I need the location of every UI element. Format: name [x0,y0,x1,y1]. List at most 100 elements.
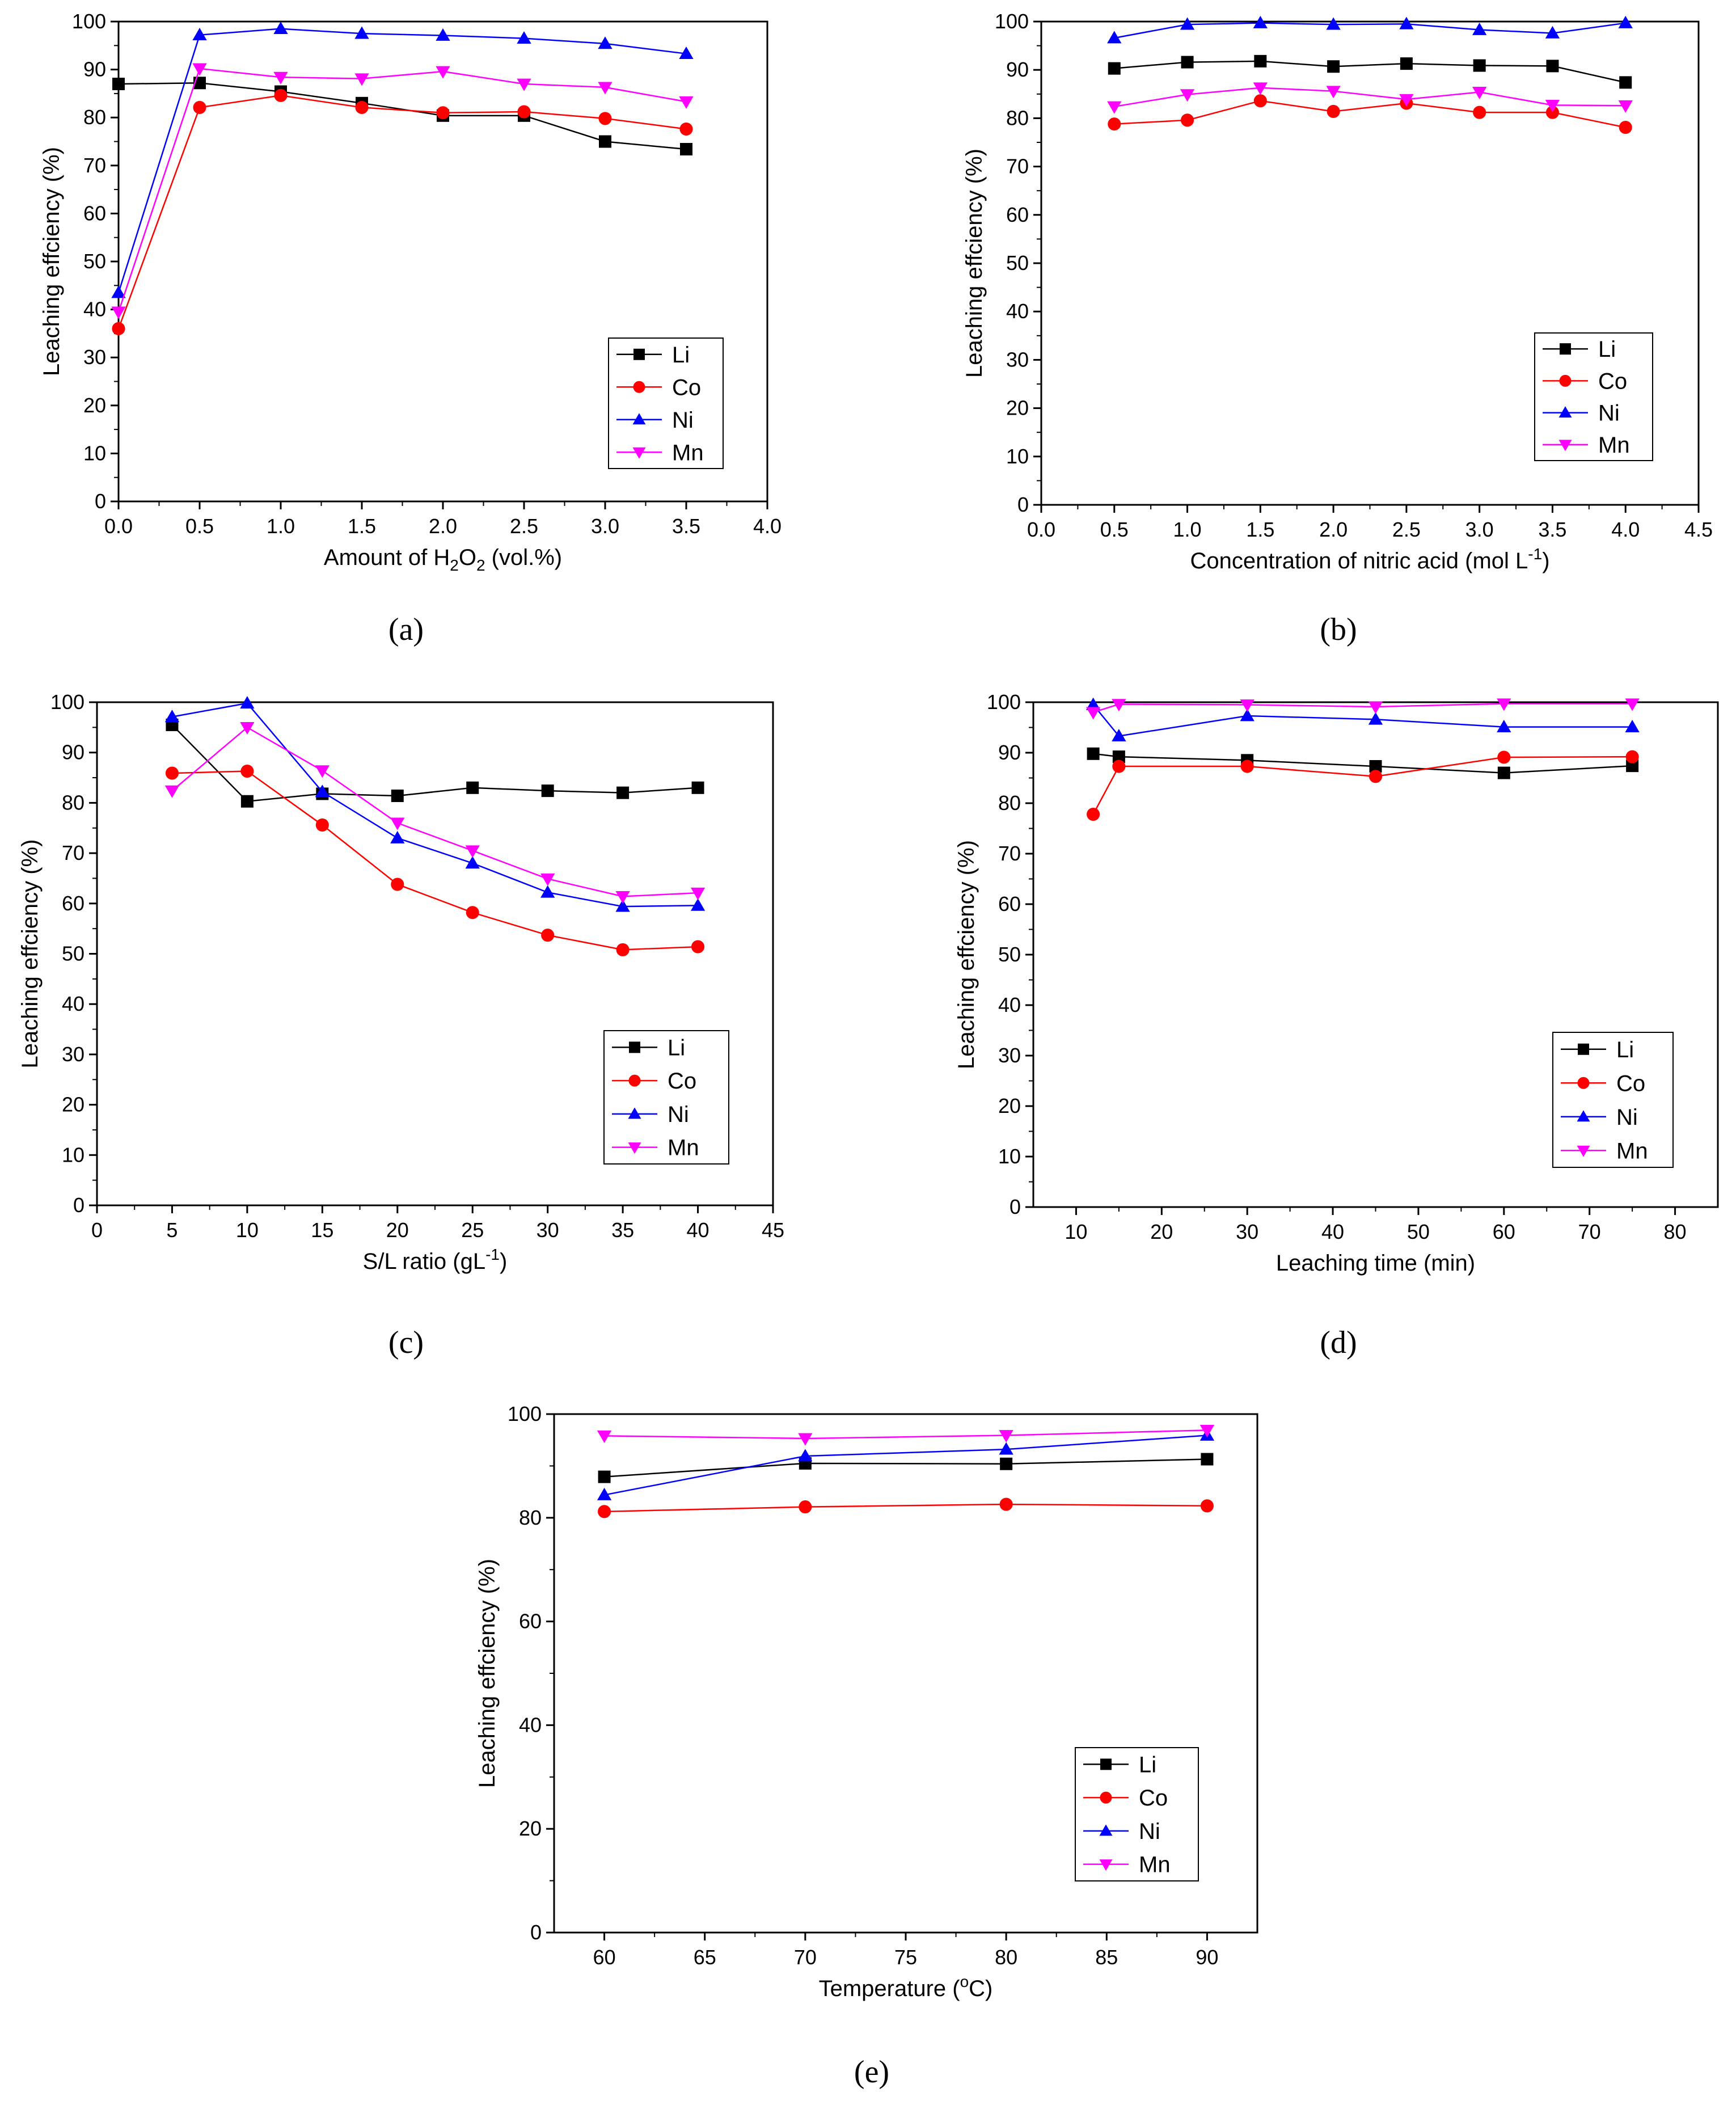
data-point-mn [164,785,180,798]
data-point-co [315,818,329,832]
y-axis-label: Leaching effciency (%) [475,1559,500,1788]
data-point-ni [1399,16,1414,29]
data-point-co [1473,106,1486,119]
x-tick-label: 10 [236,1218,259,1242]
data-point-li [1619,76,1632,89]
y-axis-label: Leaching effciency (%) [18,839,43,1069]
x-tick-label: 2.0 [429,514,457,538]
series-line-ni [604,1435,1207,1496]
y-tick-label: 90 [1006,58,1029,81]
legend-label: Ni [1139,1819,1160,1844]
series-co [112,88,693,335]
data-point-mn [1326,86,1341,99]
data-point-co [1108,117,1121,131]
series-co [598,1497,1214,1518]
y-tick-label: 20 [519,1817,542,1840]
series-line-mn [117,67,687,313]
x-tick-label: 85 [1095,1946,1118,1969]
data-point-co [1112,760,1126,773]
data-point-co [691,940,705,954]
data-point-co [1559,374,1572,387]
x-tick-label: 0.0 [1027,518,1055,541]
series-mn [1107,82,1633,114]
legend-box [1075,1747,1199,1881]
data-point-co [1327,104,1340,119]
series-mn [597,1424,1215,1446]
series-mn [164,722,706,904]
x-tick-label: 80 [1664,1220,1687,1243]
data-point-co [1368,770,1383,783]
y-tick-label: 80 [83,106,106,129]
legend-item-ni: Ni [616,408,694,433]
data-point-ni [598,36,613,49]
legend-item-co: Co [1561,1071,1645,1096]
y-tick-label: 40 [998,993,1021,1016]
x-tick-label: 80 [995,1946,1017,1969]
data-point-mn [1545,100,1560,113]
legend: Li Co Ni Mn [1075,1747,1199,1881]
x-tick-label: 0.0 [104,514,133,538]
data-point-li [633,348,645,360]
chart-d: 10 20 30 40 50 60 70 80 0 10 20 30 40 50 60 70 80 90 100 Le… [954,690,1719,1360]
series-line-co [172,770,698,951]
data-point-mn [1253,82,1268,95]
data-point-ni [240,696,255,709]
data-point-ni [1368,712,1383,725]
panel-caption: (d) [1320,1325,1357,1360]
x-axis-label-part: o [960,1973,969,1990]
legend-label: Co [1139,1786,1168,1811]
x-axis-label-part: Temperature ( [819,1976,961,2001]
data-point-ni [679,47,694,60]
data-point-ni [632,413,646,425]
data-point-co [165,766,179,780]
x-axis-label: S/L ratio (gL-1) [363,1246,508,1274]
x-tick-label: 2.0 [1319,518,1348,541]
legend-box [1534,332,1653,461]
x-tick-label: 50 [1407,1220,1430,1243]
data-point-mn [540,873,555,886]
y-tick-label: 100 [995,10,1029,33]
y-tick-label: 60 [83,201,106,225]
legend-label: Li [672,343,690,368]
y-tick-label: 0 [95,490,106,513]
data-point-li [112,77,125,90]
data-point-mn [192,63,207,76]
data-point-li [1626,760,1639,773]
legend: Li Co Ni Mn [603,1030,729,1165]
data-point-co [616,943,630,956]
series-mn [1085,698,1640,720]
data-point-mn [1199,1424,1215,1437]
data-point-mn [679,96,694,109]
legend-item-mn: Mn [612,1136,699,1161]
x-tick-label: 30 [1236,1220,1258,1243]
x-tick-label: 1.5 [348,514,376,538]
y-tick-label: 60 [62,892,85,915]
data-point-mn [1497,698,1511,711]
data-point-li [1181,56,1194,69]
data-point-li [1327,60,1340,73]
x-tick-label: 4.5 [1684,518,1713,541]
panel-caption: (b) [1320,612,1357,647]
legend-item-co: Co [616,375,701,400]
data-point-co [1181,113,1194,127]
x-tick-label: 40 [1321,1220,1344,1243]
series-line-li [1114,60,1626,83]
legend-item-li: Li [612,1035,685,1060]
data-point-ni [1112,728,1126,741]
data-point-li [1473,59,1486,72]
data-point-mn [1472,87,1487,100]
legend-item-ni: Ni [1561,1105,1638,1130]
x-tick-label: 70 [1578,1220,1601,1243]
x-tick-label: 15 [311,1218,333,1242]
x-axis-label-part: 2 [450,556,459,574]
y-tick-label: 90 [83,58,106,81]
series-ni [111,22,694,298]
series-ni [164,696,706,912]
chart-a: 0.0 0.5 1.0 1.5 2.0 2.5 3.0 3.5 4.0 0 10 20 30 40 50 60… [39,10,782,647]
series-line-co [604,1503,1207,1513]
legend-label: Mn [1598,433,1630,458]
y-tick-label: 0 [1017,493,1029,516]
data-point-co [1577,1077,1590,1089]
x-axis-label: Temperature (oC) [819,1973,993,2001]
data-point-co [999,1497,1013,1511]
